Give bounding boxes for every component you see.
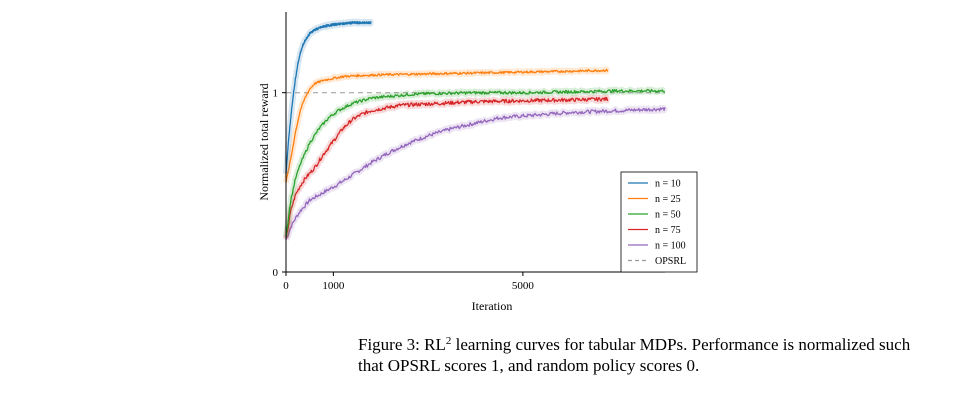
series-line-2 bbox=[285, 88, 666, 238]
chart: 0 1000 5000 0 1 Iteration Normalized total r… bbox=[257, 12, 698, 313]
y-axis-label: Normalized total reward bbox=[257, 83, 271, 200]
x-tick-label: 0 bbox=[283, 280, 289, 292]
axes bbox=[285, 12, 665, 273]
series-line-3 bbox=[285, 96, 609, 239]
x-tick-label: 1000 bbox=[322, 280, 345, 292]
legend-label: n = 75 bbox=[655, 225, 681, 236]
legend-label: OPSRL bbox=[655, 256, 686, 267]
series-line-1 bbox=[285, 68, 609, 183]
y-tick-label: 1 bbox=[273, 88, 279, 100]
legend: n = 10 n = 25 n = 50 n = 75 n = 100 OPSRL bbox=[620, 171, 698, 273]
series-line-0 bbox=[285, 21, 372, 174]
legend-label: n = 10 bbox=[655, 179, 681, 190]
legend-label: n = 50 bbox=[655, 210, 681, 221]
y-tick-label: 0 bbox=[273, 267, 279, 279]
series-band-3 bbox=[283, 94, 611, 240]
ticks: 0 1000 5000 0 1 bbox=[273, 88, 535, 292]
x-tick-label: 5000 bbox=[512, 280, 535, 292]
legend-box bbox=[620, 171, 698, 273]
legend-label: n = 25 bbox=[655, 194, 681, 205]
x-axis-label: Iteration bbox=[472, 299, 513, 313]
figure-caption: Figure 3: RL2 learning curves for tabula… bbox=[358, 334, 938, 376]
series-line-4 bbox=[285, 106, 666, 240]
caption-text: learning curves for tabular MDPs. Perfor… bbox=[358, 335, 911, 375]
caption-superscript: 2 bbox=[445, 335, 452, 347]
legend-label: n = 100 bbox=[655, 241, 686, 252]
plot-area bbox=[283, 18, 668, 241]
caption-prefix: Figure 3: RL bbox=[358, 335, 446, 354]
